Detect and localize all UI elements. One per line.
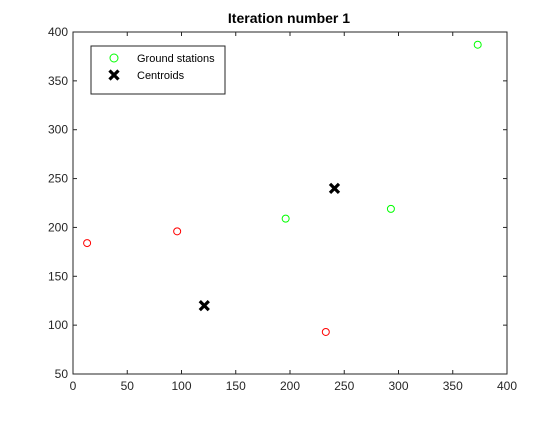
y-tick-label: 300 [48,123,68,137]
centroid-point [328,182,341,194]
ground-station-point [321,327,330,336]
x-tick-label: 0 [70,379,77,393]
legend-marker-ground-stations [109,53,119,63]
y-tick-label: 250 [48,172,68,186]
ground-station-point [386,204,395,213]
x-tick-label: 350 [443,379,463,393]
ground-station-point [473,40,482,49]
x-tick-label: 400 [497,379,517,393]
ground-station-point [173,227,182,236]
legend-label-centroids: Centroids [137,70,185,82]
ground-station-point [281,214,290,223]
ground-station-point [83,239,92,248]
y-tick-label: 150 [48,269,68,283]
legend-label-ground-stations: Ground stations [137,53,215,65]
y-tick-label: 200 [48,220,68,234]
centroid-point [198,299,210,312]
y-tick-label: 350 [48,74,68,88]
x-tick-label: 100 [171,379,191,393]
x-tick-label: 300 [388,379,408,393]
x-tick-label: 50 [121,379,135,393]
legend: Ground stations Centroids [90,45,226,95]
legend-marker-centroids [108,69,120,81]
y-tick-label: 100 [48,318,68,332]
axis-ticks: 0 50 100 150 200 250 300 350 4005010015020025030… [48,25,517,393]
y-tick-label: 400 [48,25,68,39]
data-markers [83,40,482,336]
x-tick-label: 250 [334,379,354,393]
y-tick-label: 50 [55,367,69,381]
x-tick-label: 200 [280,379,300,393]
x-tick-label: 150 [226,379,246,393]
chart-title: Iteration number 1 [228,10,350,26]
